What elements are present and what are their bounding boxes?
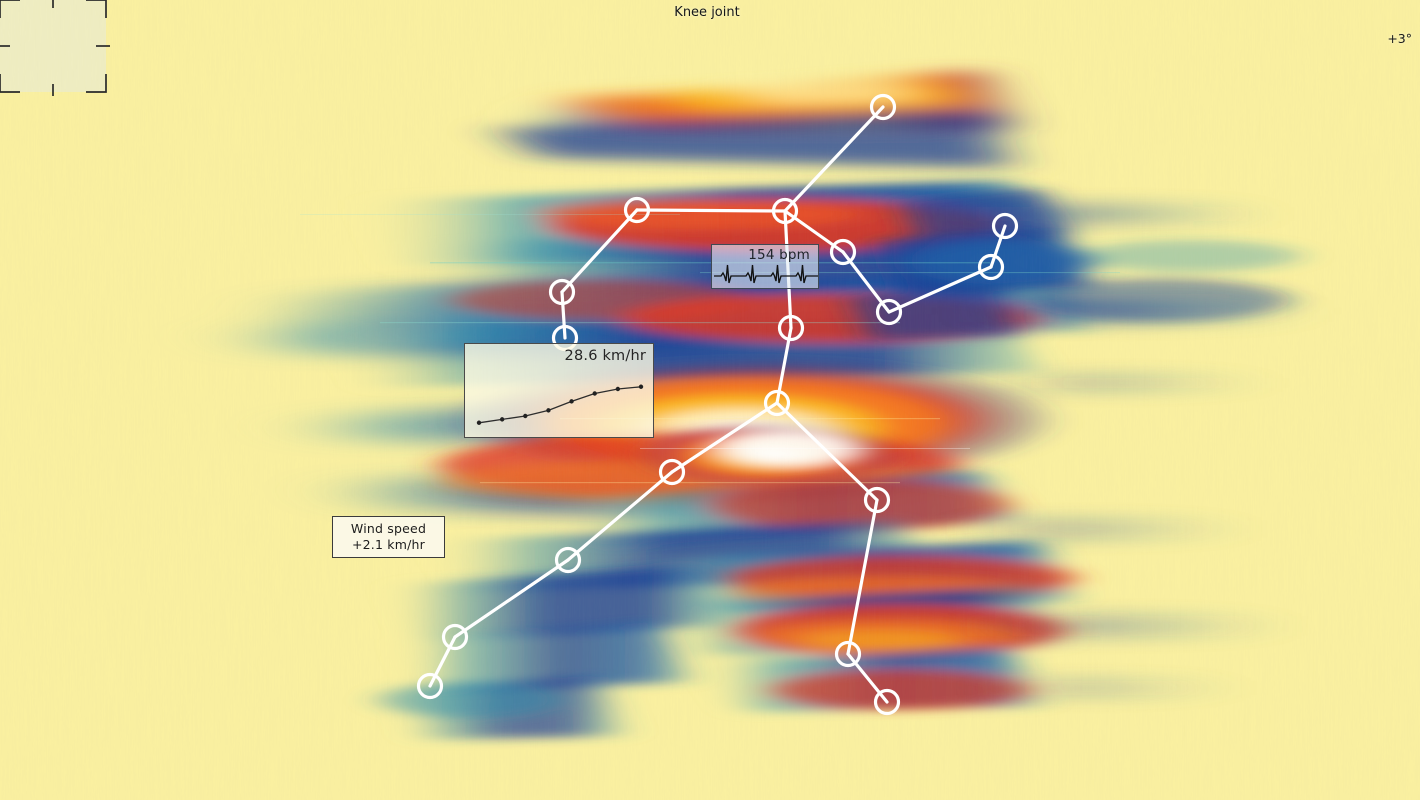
knee-joint-value: +3° bbox=[1387, 31, 1412, 46]
heart-rate-badge[interactable]: 154 bpm bbox=[711, 244, 819, 289]
joint-right-foot[interactable] bbox=[873, 688, 901, 716]
speed-data-point bbox=[615, 386, 621, 392]
speed-data-point bbox=[546, 408, 551, 413]
joint-right-elbow[interactable] bbox=[829, 238, 857, 266]
speed-data-point bbox=[592, 391, 597, 396]
knee-joint-title: Knee joint bbox=[674, 5, 740, 20]
heart-rate-value-label: 154 bpm bbox=[748, 247, 810, 263]
bone-pelvis-left-knee bbox=[670, 401, 779, 474]
bone-pelvis-right-knee bbox=[775, 401, 879, 502]
speed-value-label: 28.6 km/hr bbox=[564, 348, 646, 364]
speed-data-point bbox=[523, 413, 528, 419]
joint-right-knee[interactable] bbox=[863, 486, 891, 514]
speed-data-point bbox=[499, 417, 505, 422]
joint-left-knee[interactable] bbox=[658, 458, 686, 486]
ecg-waveform-icon bbox=[714, 264, 818, 284]
reticle-brackets-icon bbox=[0, 0, 110, 96]
bone-neck-left-shoulder bbox=[635, 208, 787, 213]
bone-left-shin-left-ankle bbox=[453, 558, 570, 639]
joint-left-foot[interactable] bbox=[416, 672, 444, 700]
bone-head-neck bbox=[783, 105, 885, 213]
bone-left-elbow-left-wrist bbox=[560, 290, 567, 340]
bone-left-knee-left-shin bbox=[566, 470, 674, 562]
joint-right-ankle[interactable] bbox=[834, 640, 862, 668]
joint-left-shin[interactable] bbox=[554, 546, 582, 574]
bone-right-hand-right-finger bbox=[989, 224, 1007, 269]
speed-data-point bbox=[638, 384, 644, 389]
joint-pelvis[interactable] bbox=[763, 389, 791, 417]
joint-spine[interactable] bbox=[777, 314, 805, 342]
speed-data-point bbox=[569, 399, 574, 404]
bone-right-ankle-right-foot bbox=[846, 652, 889, 704]
joint-neck[interactable] bbox=[771, 197, 799, 225]
wind-speed-value: +2.1 km/hr bbox=[351, 537, 425, 552]
joint-left-ankle[interactable] bbox=[441, 623, 469, 651]
joint-right-finger[interactable] bbox=[991, 212, 1019, 240]
wind-speed-title: Wind speed bbox=[350, 521, 427, 536]
speed-trend-sparkline bbox=[476, 384, 644, 425]
speed-trend-panel[interactable]: 28.6 km/hr bbox=[464, 343, 654, 438]
joint-left-elbow[interactable] bbox=[548, 278, 576, 306]
bone-right-wrist-right-hand bbox=[887, 265, 993, 314]
speed-data-point bbox=[476, 420, 482, 425]
joint-right-wrist[interactable] bbox=[875, 298, 903, 326]
bone-left-ankle-left-foot bbox=[428, 635, 457, 688]
bone-right-knee-right-ankle bbox=[846, 498, 879, 656]
joint-left-shoulder[interactable] bbox=[623, 196, 651, 224]
joint-head[interactable] bbox=[869, 93, 897, 121]
bone-left-shoulder-left-elbow bbox=[560, 208, 639, 294]
knee-joint-reticle[interactable]: Knee joint +3° bbox=[0, 0, 1412, 96]
wind-speed-label[interactable]: Wind speed +2.1 km/hr bbox=[332, 516, 445, 558]
joint-right-hand[interactable] bbox=[977, 253, 1005, 281]
